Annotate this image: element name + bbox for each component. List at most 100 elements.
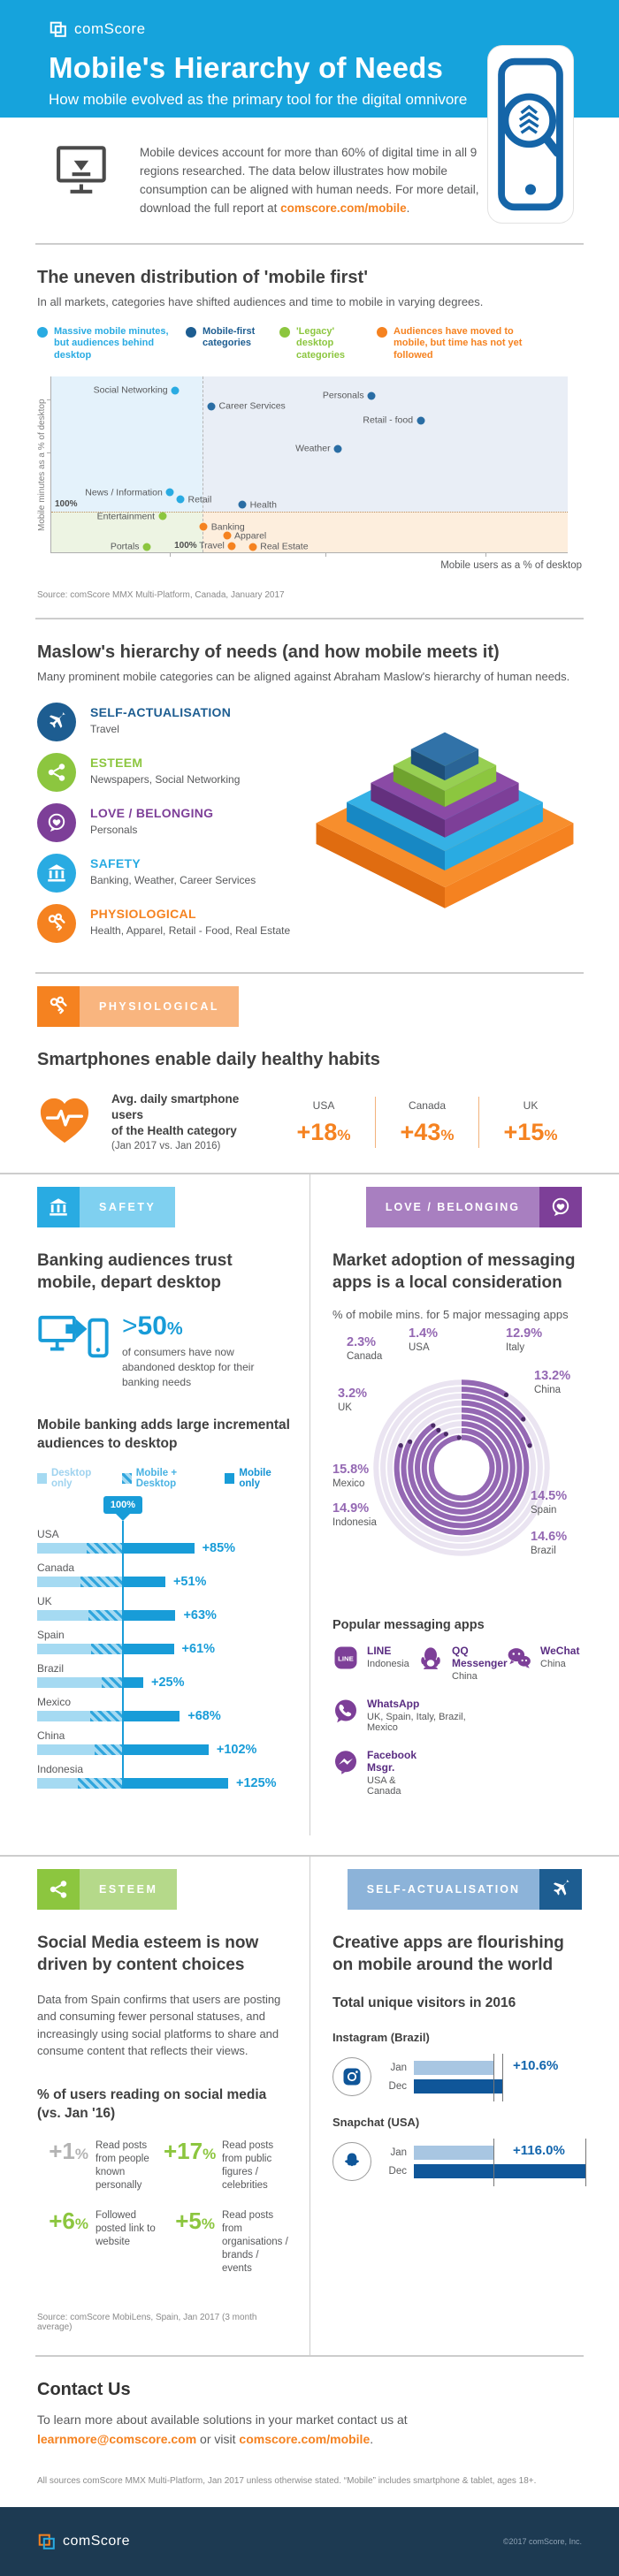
scatter-plot-area: 100% 100% Social Networking Career Servic… xyxy=(47,376,568,557)
radial-country: USA xyxy=(409,1341,430,1353)
creative-bar-dec xyxy=(414,2078,502,2093)
share-icon xyxy=(37,1869,80,1911)
creative-app-chart: Jan Dec +10.6% xyxy=(332,2053,582,2101)
app-name: LINE xyxy=(367,1645,392,1658)
safety-banner: SAFETY xyxy=(37,1187,290,1228)
banking-legend-item: Mobile + Desktop xyxy=(121,1467,213,1489)
banner-label: PHYSIOLOGICAL xyxy=(80,985,239,1027)
bar-segment-hatch xyxy=(86,1542,122,1554)
banking-100pct-line xyxy=(122,1520,124,1785)
radial-country: Italy xyxy=(506,1341,525,1353)
download-icon xyxy=(57,146,106,194)
quadrant-bottom-left xyxy=(51,511,203,552)
contact-email-link[interactable]: learnmore@comscore.com xyxy=(37,2431,197,2446)
banner-label: SAFETY xyxy=(80,1187,176,1228)
bank-icon xyxy=(37,853,76,893)
banking-country-label: Indonesia xyxy=(37,1762,84,1775)
app-name: WhatsApp xyxy=(367,1698,420,1711)
bar-segment-hatch xyxy=(80,1576,122,1587)
bar-segment-dark xyxy=(121,1542,195,1554)
physiological-banner: PHYSIOLOGICAL xyxy=(37,985,582,1027)
percent-sign: % xyxy=(440,1126,455,1144)
x-axis-label: Mobile users as a % of desktop xyxy=(440,559,582,571)
banking-legend-item: Mobile only xyxy=(225,1468,290,1489)
app-name: Facebook Msgr. xyxy=(367,1749,417,1774)
banking-gain-label: +25% xyxy=(150,1675,185,1690)
maslow-level-text: PHYSIOLOGICAL Health, Apparel, Retail - F… xyxy=(90,904,290,937)
y-tick xyxy=(47,399,51,400)
banking-row: UK +63% xyxy=(37,1595,290,1622)
scatter-point-label: Health xyxy=(249,499,277,511)
legend-swatch xyxy=(121,1472,132,1484)
creative-bar-jan xyxy=(414,2060,493,2075)
bar-segment-light xyxy=(37,1777,79,1789)
bar-segment-dark xyxy=(121,1643,174,1654)
percent-sign: % xyxy=(544,1126,558,1144)
jan-reference-line xyxy=(493,2138,494,2186)
scatter-point-label: Retail xyxy=(187,494,212,505)
radial-label-usa: 1.4% USA xyxy=(409,1326,438,1354)
esteem-stat: +1% Read posts from people known personal… xyxy=(37,2139,164,2192)
esteem-stat-label: Read posts from organisations / brands /… xyxy=(222,2210,288,2275)
messaging-radial-chart: 1.4% USA 2.3% Canada 3.2% UK 12.9% Italy 13.2% Ch… xyxy=(332,1326,591,1606)
banner-label: LOVE / BELONGING xyxy=(365,1187,539,1228)
maslow-level-name: SAFETY xyxy=(90,855,141,870)
banner-label: ESTEEM xyxy=(80,1869,178,1911)
radial-arc-italy xyxy=(394,1401,530,1536)
esteem-title: Social Media esteem is now driven by con… xyxy=(37,1934,259,1975)
columns-row-1: SAFETY Banking audiences trust mobile, d… xyxy=(0,1173,619,1836)
keys-icon xyxy=(37,985,80,1027)
maslow-level-text: ESTEEM Newspapers, Social Networking xyxy=(90,753,240,786)
svg-text:LINE: LINE xyxy=(338,1655,354,1663)
esteem-stat: +6% Followed posted link to website xyxy=(37,2209,164,2276)
banking-legend-item: Desktop only xyxy=(37,1468,110,1489)
bar-segment-light xyxy=(37,1542,87,1554)
scatter-point-label: Entertainment xyxy=(96,511,156,522)
maslow-section: Maslow's hierarchy of needs (and how mob… xyxy=(0,642,619,954)
messaging-apps-list: LINE LINE Indonesia QQ Messenger China WeChat… xyxy=(332,1645,582,1812)
bar-segment-dark xyxy=(121,1609,176,1621)
percent-sign: % xyxy=(74,2215,88,2233)
y-tick xyxy=(47,452,51,453)
scatter-point: Portals xyxy=(111,542,151,552)
dec-reference-line xyxy=(585,2138,587,2186)
x-ref-label: 100% xyxy=(174,540,197,551)
section-title: Maslow's hierarchy of needs (and how mob… xyxy=(37,642,500,662)
scatter-point: Travel xyxy=(199,541,236,551)
messaging-app-item: WeChat China xyxy=(506,1645,579,1682)
health-stats-card: Avg. daily smartphone users of the Healt… xyxy=(37,1091,582,1153)
self-actualisation-banner: SELF-ACTUALISATION xyxy=(332,1869,582,1911)
love-belonging-column: LOVE / BELONGING Market adoption of mess… xyxy=(310,1174,619,1835)
mobile-first-section: The uneven distribution of 'mobile first… xyxy=(0,268,619,600)
creative-apps-charts: Instagram (Brazil) Jan Dec +10.6% Snapchat (… xyxy=(332,2031,587,2186)
banking-gain-label: +68% xyxy=(187,1708,221,1723)
plane-icon xyxy=(539,1869,582,1911)
esteem-stat-label: Read posts from people known personally xyxy=(96,2139,149,2191)
banking-chart: 100% USA +85% Canada +51% UK +63% Spain +61% Bra… xyxy=(37,1495,290,1790)
x-tick xyxy=(485,551,486,557)
scatter-point: Apparel xyxy=(223,530,266,541)
bar-segment-light xyxy=(37,1576,80,1587)
radial-rings xyxy=(373,1379,550,1557)
messaging-app-item: WhatsApp UK, Spain, Italy, Brazil, Mexico xyxy=(332,1698,478,1733)
intro-section: Mobile devices account for more than 60%… xyxy=(0,118,619,225)
esteem-stat-label: Read posts from public figures / celebri… xyxy=(222,2139,274,2191)
scatter-point: News / Information xyxy=(85,487,174,498)
dec-reference-line xyxy=(501,2053,503,2101)
legend-label: Mobile + Desktop xyxy=(135,1467,178,1489)
section-subtitle: Many prominent mobile categories can be … xyxy=(37,669,570,683)
phone-magnifier-icon xyxy=(488,46,573,223)
divider xyxy=(35,617,584,619)
whatsapp-icon xyxy=(332,1698,359,1724)
report-link[interactable]: comscore.com/mobile xyxy=(280,201,407,215)
contact-site-link[interactable]: comscore.com/mobile xyxy=(239,2431,371,2446)
banking-row: China +102% xyxy=(37,1729,290,1757)
bar-segment-hatch xyxy=(88,1609,122,1621)
radial-label-indonesia: 14.9% Indonesia xyxy=(332,1501,377,1529)
legend-label: Massive mobile minutes, but audiences be… xyxy=(54,325,169,361)
logo-text: comScore xyxy=(74,20,146,37)
x-tick xyxy=(325,551,326,557)
health-title: Smartphones enable daily healthy habits xyxy=(37,1049,380,1069)
messaging-app-item: LINE LINE Indonesia xyxy=(332,1645,414,1682)
